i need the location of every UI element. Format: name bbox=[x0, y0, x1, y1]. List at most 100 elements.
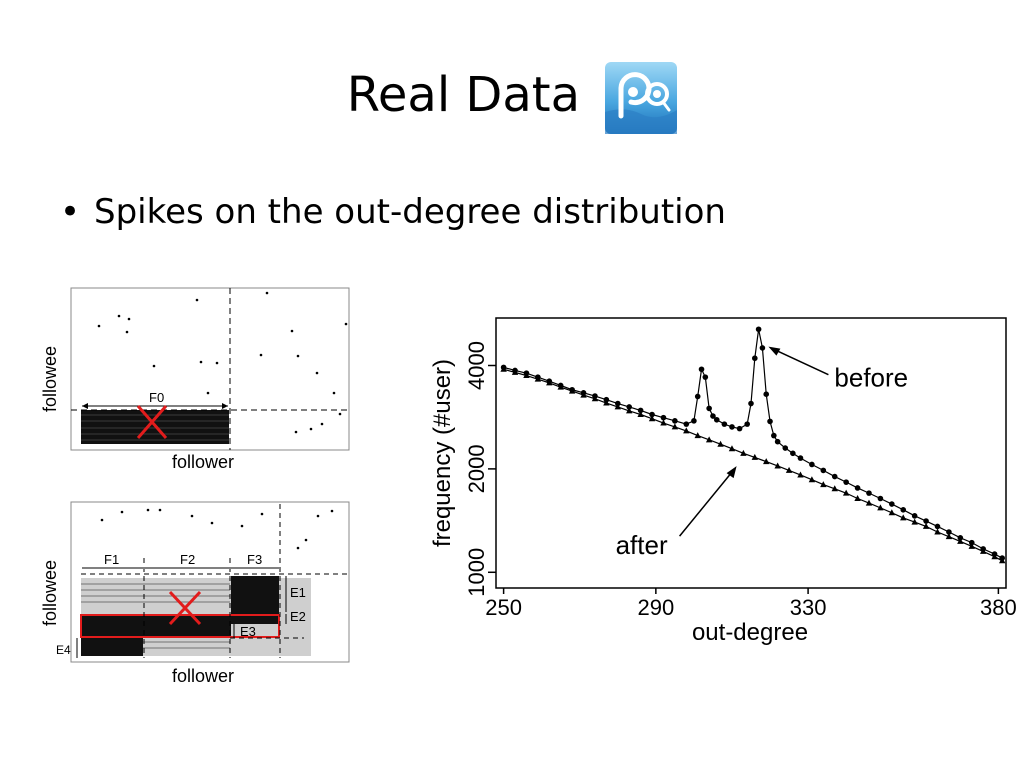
data-point-after bbox=[877, 504, 884, 511]
data-point-after bbox=[934, 528, 941, 535]
data-point-after bbox=[603, 399, 610, 406]
data-point-after bbox=[523, 372, 530, 379]
data-point-after bbox=[763, 458, 770, 465]
data-point-before bbox=[721, 421, 728, 427]
data-point-after bbox=[751, 453, 759, 460]
data-point-before bbox=[843, 479, 849, 485]
annotation-arrow bbox=[679, 469, 735, 537]
block-label: E3 bbox=[240, 624, 256, 639]
block-label: E4 bbox=[56, 643, 71, 657]
data-point-before bbox=[649, 411, 655, 418]
data-point-before bbox=[713, 416, 720, 423]
data-point-after bbox=[774, 462, 781, 469]
data-point-after bbox=[740, 449, 747, 456]
block-label: F2 bbox=[180, 552, 195, 567]
data-point-after bbox=[785, 466, 793, 473]
plotly-logo-icon bbox=[605, 62, 678, 134]
data-point-before bbox=[672, 418, 678, 424]
data-point-before bbox=[934, 523, 941, 530]
data-point-after bbox=[991, 553, 998, 560]
x-tick-label: 290 bbox=[637, 595, 674, 620]
data-point-before bbox=[698, 366, 705, 373]
data-point-before bbox=[660, 414, 667, 421]
data-point-before bbox=[782, 445, 789, 451]
data-point-before bbox=[683, 421, 690, 427]
data-point-before bbox=[755, 326, 762, 333]
annotation-arrowhead bbox=[726, 466, 737, 479]
panel-xlabel: follower bbox=[172, 452, 234, 472]
data-point-after bbox=[957, 537, 964, 544]
data-point-before bbox=[831, 473, 838, 480]
panel-ylabel: followee bbox=[40, 560, 60, 626]
data-point-after bbox=[865, 499, 873, 506]
data-point-before bbox=[763, 391, 770, 397]
data-point-before bbox=[797, 455, 804, 461]
data-point-after bbox=[922, 522, 930, 529]
x-tick-label: 380 bbox=[980, 595, 1017, 620]
annotation-arrowhead bbox=[768, 346, 781, 356]
data-point-after bbox=[945, 533, 953, 540]
annotation-arrow bbox=[772, 347, 829, 376]
remove-cross-icon bbox=[136, 405, 168, 439]
data-point-before bbox=[854, 485, 861, 491]
block-label: F3 bbox=[247, 552, 262, 567]
data-point-after bbox=[626, 407, 633, 414]
data-point-before bbox=[710, 413, 716, 419]
data-point-after bbox=[831, 485, 838, 492]
data-point-after bbox=[694, 432, 701, 439]
data-point-after bbox=[614, 403, 621, 410]
block-label: F0 bbox=[149, 390, 164, 405]
bullet-marker: • bbox=[60, 192, 81, 232]
data-point-after bbox=[842, 489, 850, 496]
plot-frame bbox=[495, 317, 1007, 589]
y-tick-label: 1000 bbox=[464, 548, 489, 597]
data-point-before bbox=[729, 424, 735, 430]
y-tick-label: 4000 bbox=[464, 341, 489, 390]
data-point-before bbox=[637, 407, 644, 414]
data-point-before bbox=[744, 421, 750, 427]
data-point-after bbox=[968, 542, 975, 549]
data-point-before bbox=[809, 461, 815, 468]
bullet-item: • Spikes on the out-degree distribution bbox=[60, 192, 726, 232]
remove-cross-icon bbox=[168, 590, 202, 626]
data-point-after bbox=[660, 419, 667, 426]
data-point-after bbox=[728, 445, 736, 452]
data-point-before bbox=[694, 393, 701, 400]
data-point-after bbox=[888, 509, 896, 516]
data-point-after bbox=[705, 436, 713, 443]
data-point-after bbox=[911, 518, 918, 525]
data-point-after bbox=[580, 391, 587, 398]
data-point-after bbox=[591, 395, 599, 402]
data-point-before bbox=[900, 507, 907, 513]
data-point-before bbox=[946, 529, 952, 535]
outdegree-chart: 1000 2000 4000 250 290 330 380 out-degree fre… bbox=[429, 317, 1017, 646]
data-point-after bbox=[808, 476, 816, 483]
data-point-after bbox=[797, 471, 804, 478]
data-point-before bbox=[626, 404, 633, 410]
data-point-before bbox=[877, 495, 884, 502]
sparse-points bbox=[100, 508, 334, 550]
panel-ylabel: followee bbox=[40, 346, 60, 412]
data-point-before bbox=[790, 450, 796, 457]
data-point-before bbox=[691, 418, 697, 424]
data-point-before bbox=[911, 513, 918, 519]
block-label: E2 bbox=[290, 609, 306, 624]
data-point-before bbox=[923, 518, 929, 524]
data-point-after bbox=[534, 375, 542, 382]
data-point-after bbox=[900, 514, 907, 521]
x-tick-label: 330 bbox=[790, 595, 827, 620]
data-point-before bbox=[759, 345, 766, 351]
data-point-before bbox=[957, 535, 964, 541]
x-tick-label: 250 bbox=[485, 595, 522, 620]
data-point-before bbox=[889, 501, 895, 507]
data-point-before bbox=[820, 467, 827, 474]
data-point-after bbox=[998, 557, 1006, 564]
data-point-before bbox=[774, 438, 781, 445]
data-point-before bbox=[736, 425, 743, 432]
data-point-after bbox=[671, 423, 679, 430]
y-axis-label: frequency (#user) bbox=[429, 359, 456, 547]
annotation-before: before bbox=[834, 363, 908, 393]
data-point-after bbox=[546, 379, 553, 386]
data-point-after bbox=[717, 440, 724, 447]
data-point-after bbox=[820, 481, 827, 488]
